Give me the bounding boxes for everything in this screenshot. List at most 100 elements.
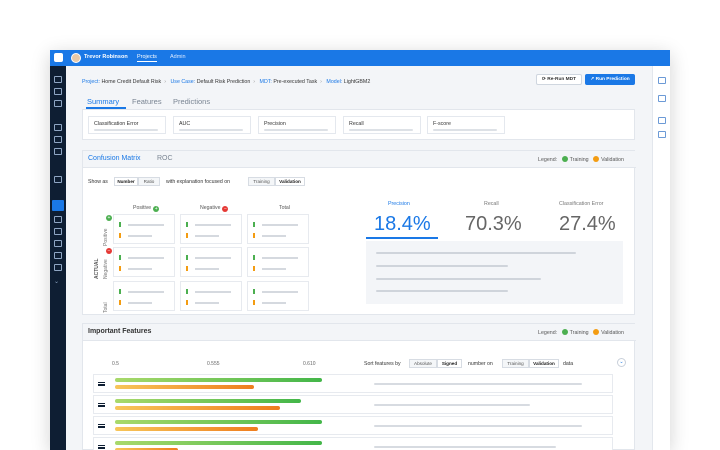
app-logo-icon[interactable] xyxy=(54,53,63,62)
nav-admin[interactable]: Admin xyxy=(170,54,186,60)
grid-icon[interactable] xyxy=(54,252,62,259)
stat-classification-error-label[interactable]: Classification Error xyxy=(559,201,604,207)
stat-recall-label[interactable]: Recall xyxy=(484,201,499,207)
tab-features[interactable]: Features xyxy=(132,97,162,106)
col-positive-label: Positive xyxy=(133,205,152,211)
confusion-matrix-panel: Confusion Matrix ROC Legend: Training Va… xyxy=(82,150,636,315)
important-features-panel: Important Features Legend: Training Vali… xyxy=(82,323,636,450)
feature-name-placeholder xyxy=(374,446,556,448)
tab-summary[interactable]: Summary xyxy=(87,97,120,106)
explanation-placeholder xyxy=(376,265,508,267)
tab-predictions[interactable]: Predictions xyxy=(173,97,211,106)
stat-precision-value: 18.4% xyxy=(374,213,431,235)
cell-placeholder xyxy=(128,235,152,237)
chart-icon[interactable] xyxy=(54,228,62,235)
cm-cell-fp[interactable] xyxy=(113,247,175,277)
cm-cell-fn[interactable] xyxy=(180,214,242,244)
cell-placeholder xyxy=(262,224,298,226)
chevron-down-icon[interactable]: ⌄ xyxy=(54,279,60,285)
training-mark xyxy=(119,289,121,294)
share-icon[interactable] xyxy=(54,216,62,223)
focus-validation-toggle[interactable]: Validation xyxy=(275,177,305,186)
data-label: data xyxy=(563,361,574,367)
avatar[interactable] xyxy=(71,53,81,63)
validation-mark xyxy=(186,233,188,238)
cm-cell-tn[interactable] xyxy=(180,247,242,277)
if-legend: Legend: Training Validation xyxy=(538,329,624,336)
tab-roc[interactable]: ROC xyxy=(157,155,173,162)
feature-type-icon xyxy=(98,382,105,386)
crumb-mdt-key: MDT: xyxy=(259,79,272,85)
cm-cell-total-pos[interactable] xyxy=(247,214,309,244)
metric-placeholder xyxy=(179,129,243,131)
model-icon[interactable] xyxy=(52,200,64,211)
validation-importance-bar xyxy=(115,406,280,410)
stat-precision-label[interactable]: Precision xyxy=(388,201,410,207)
cm-cell-total-pred-neg[interactable] xyxy=(180,281,242,311)
refresh-icon: ⟳ xyxy=(541,77,548,82)
refresh-icon[interactable] xyxy=(54,88,62,95)
folder-icon[interactable] xyxy=(54,100,62,107)
cm-cell-total-neg[interactable] xyxy=(247,247,309,277)
feature-row[interactable] xyxy=(93,395,613,414)
nav-projects[interactable]: Projects xyxy=(137,54,157,62)
folder-icon[interactable] xyxy=(658,77,666,84)
cell-placeholder xyxy=(262,302,286,304)
download-icon[interactable] xyxy=(658,117,666,124)
cell-placeholder xyxy=(128,302,152,304)
cm-cell-grand-total[interactable] xyxy=(247,281,309,311)
chevron-down-icon[interactable]: ⌄ xyxy=(617,358,626,367)
cm-cell-total-pred-pos[interactable] xyxy=(113,281,175,311)
show-number-toggle[interactable]: Number xyxy=(114,177,138,186)
rerun-mdt-button[interactable]: ⟳ Re-Run MDT xyxy=(536,74,582,85)
crumb-model-key: Model: xyxy=(326,79,343,85)
row-total: Total xyxy=(103,302,109,313)
image-icon[interactable] xyxy=(658,95,666,102)
training-importance-bar xyxy=(115,378,322,382)
training-mark xyxy=(186,289,188,294)
focus-training-toggle[interactable]: Training xyxy=(248,177,275,186)
report-icon[interactable] xyxy=(54,148,62,155)
rerun-label: Re-Run MDT xyxy=(547,77,577,82)
upload-icon[interactable] xyxy=(54,76,62,83)
sort-signed-toggle[interactable]: Signed xyxy=(437,359,462,368)
tab-confusion-matrix[interactable]: Confusion Matrix xyxy=(88,155,141,162)
data-validation-toggle[interactable]: Validation xyxy=(529,359,559,368)
metric-placeholder xyxy=(349,129,413,131)
gear-icon[interactable] xyxy=(54,240,62,247)
run-prediction-button[interactable]: ↗ Run Prediction xyxy=(585,74,635,85)
axis-tick: 0.610 xyxy=(303,361,316,367)
feature-name-placeholder xyxy=(374,383,582,385)
show-ratio-toggle[interactable]: Ratio xyxy=(138,177,160,186)
list-icon[interactable] xyxy=(54,176,62,183)
inbox-icon[interactable] xyxy=(54,124,62,131)
breadcrumb: Project: Home Credit Default Risk › Use C… xyxy=(82,79,371,85)
explanation-placeholder xyxy=(376,290,508,292)
cm-cell-tp[interactable] xyxy=(113,214,175,244)
warning-icon[interactable] xyxy=(54,264,62,271)
minus-icon: − xyxy=(106,248,112,254)
validation-importance-bar xyxy=(115,427,258,431)
feature-row[interactable] xyxy=(93,374,613,393)
row-negative: Negative xyxy=(103,259,109,279)
actual-axis-label: ACTUAL xyxy=(94,258,100,279)
explanation-placeholder xyxy=(376,278,541,280)
legend-label: Legend: xyxy=(538,330,558,336)
user-name[interactable]: Trevor Robinson xyxy=(84,54,128,60)
sort-absolute-toggle[interactable]: Absolute xyxy=(409,359,437,368)
explanation-placeholder xyxy=(376,252,576,254)
validation-mark xyxy=(186,300,188,305)
feature-type-icon xyxy=(98,445,105,449)
database-icon[interactable] xyxy=(54,136,62,143)
chart-icon[interactable] xyxy=(658,131,666,138)
crumb-model[interactable]: LightGBM2 xyxy=(343,79,371,85)
plus-icon: + xyxy=(106,215,112,221)
training-mark xyxy=(253,255,255,260)
feature-row[interactable] xyxy=(93,416,613,435)
crumb-usecase[interactable]: Default Risk Prediction xyxy=(196,79,251,85)
feature-row[interactable] xyxy=(93,437,613,450)
data-training-toggle[interactable]: Training xyxy=(502,359,529,368)
validation-mark xyxy=(119,300,121,305)
crumb-mdt[interactable]: Pre-executed Task xyxy=(273,79,318,85)
crumb-project[interactable]: Home Credit Default Risk xyxy=(101,79,162,85)
